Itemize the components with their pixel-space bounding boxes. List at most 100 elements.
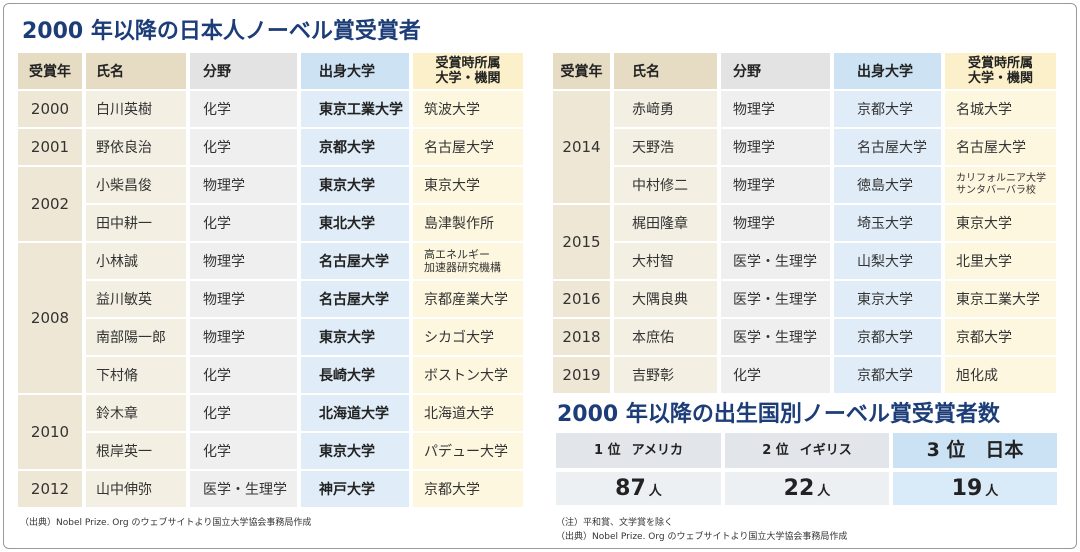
name-cell: 田中耕一 bbox=[86, 205, 186, 241]
header-field: 分野 bbox=[721, 53, 830, 89]
count-unit: 人 bbox=[817, 484, 831, 499]
affiliation-cell: 東京工業大学 bbox=[945, 281, 1056, 317]
field-cell: 物理学 bbox=[721, 91, 830, 127]
name-cell: 吉野彰 bbox=[614, 357, 717, 393]
field-cell: 医学・生理学 bbox=[721, 281, 830, 317]
name-cell: 益川敏英 bbox=[86, 281, 186, 317]
year-cell: 2001 bbox=[18, 129, 82, 165]
alma-mater-cell: 名古屋大学 bbox=[301, 281, 409, 317]
alma-mater-cell: 山梨大学 bbox=[834, 243, 941, 279]
affiliation-cell: ボストン大学 bbox=[413, 357, 523, 393]
name-cell: 大村智 bbox=[614, 243, 717, 279]
rank-number: 2 位 bbox=[762, 443, 789, 458]
field-cell: 医学・生理学 bbox=[721, 243, 830, 279]
name-cell: 大隅良典 bbox=[614, 281, 717, 317]
alma-mater-cell: 東京大学 bbox=[301, 433, 409, 469]
alma-mater-cell: 京都大学 bbox=[834, 319, 941, 355]
field-cell: 物理学 bbox=[190, 319, 297, 355]
laureates-table-right: 受賞年 氏名 分野 出身大学 受賞時所属 大学・機関 2014 赤﨑勇 物理学 … bbox=[553, 53, 1056, 393]
field-cell: 化学 bbox=[190, 357, 297, 393]
count-value: 87 bbox=[615, 476, 646, 501]
year-cell: 2012 bbox=[18, 471, 82, 507]
affiliation-cell: 東京大学 bbox=[945, 205, 1056, 241]
affiliation-cell: 京都大学 bbox=[413, 471, 523, 507]
field-cell: 化学 bbox=[190, 129, 297, 165]
year-cell: 2014 bbox=[553, 91, 610, 203]
field-cell: 化学 bbox=[721, 357, 830, 393]
rank-country: 日本 bbox=[985, 439, 1024, 461]
name-cell: 赤﨑勇 bbox=[614, 91, 717, 127]
affiliation-cell: 高エネルギー 加速器研究機構 bbox=[413, 243, 523, 279]
field-cell: 化学 bbox=[190, 205, 297, 241]
affiliation-cell: 旭化成 bbox=[945, 357, 1056, 393]
rank-number: 3 位 bbox=[926, 439, 966, 461]
header-name: 氏名 bbox=[86, 53, 186, 89]
laureates-table-left: 受賞年 氏名 分野 出身大学 受賞時所属 大学・機関 2000 白川英樹 化学 … bbox=[18, 53, 523, 507]
affiliation-cell: 北海道大学 bbox=[413, 395, 523, 431]
field-cell: 物理学 bbox=[721, 205, 830, 241]
year-cell: 2010 bbox=[18, 395, 82, 469]
alma-mater-cell: 名古屋大学 bbox=[301, 243, 409, 279]
name-cell: 鈴木章 bbox=[86, 395, 186, 431]
year-cell: 2000 bbox=[18, 91, 82, 127]
rank-count-2: 22 人 bbox=[725, 472, 889, 505]
name-cell: 小林誠 bbox=[86, 243, 186, 279]
name-cell: 白川英樹 bbox=[86, 91, 186, 127]
year-cell: 2015 bbox=[553, 205, 610, 279]
alma-mater-cell: 京都大学 bbox=[834, 357, 941, 393]
year-cell: 2016 bbox=[553, 281, 610, 317]
year-cell: 2002 bbox=[18, 167, 82, 241]
field-cell: 物理学 bbox=[190, 281, 297, 317]
rank-number: 1 位 bbox=[594, 443, 621, 458]
affiliation-cell: 名古屋大学 bbox=[413, 129, 523, 165]
affiliation-cell: 京都大学 bbox=[945, 319, 1056, 355]
affiliation-cell: 名城大学 bbox=[945, 91, 1056, 127]
alma-mater-cell: 京都大学 bbox=[301, 129, 409, 165]
year-cell: 2008 bbox=[18, 243, 82, 393]
field-cell: 物理学 bbox=[721, 167, 830, 203]
count-value: 19 bbox=[951, 476, 983, 501]
field-cell: 物理学 bbox=[721, 129, 830, 165]
name-cell: 本庶佑 bbox=[614, 319, 717, 355]
affiliation-cell: 京都産業大学 bbox=[413, 281, 523, 317]
field-cell: 物理学 bbox=[190, 243, 297, 279]
alma-mater-cell: 長崎大学 bbox=[301, 357, 409, 393]
alma-mater-cell: 京都大学 bbox=[834, 91, 941, 127]
field-cell: 化学 bbox=[190, 91, 297, 127]
header-year: 受賞年 bbox=[553, 53, 610, 89]
header-alma-mater: 出身大学 bbox=[301, 53, 409, 89]
name-cell: 小柴昌俊 bbox=[86, 167, 186, 203]
source-note-left: （出典）Nobel Prize. Org のウェブサイトより国立大学協会事務局作… bbox=[20, 518, 312, 528]
affiliation-cell: パデュー大学 bbox=[413, 433, 523, 469]
affiliation-cell: 東京大学 bbox=[413, 167, 523, 203]
field-cell: 化学 bbox=[190, 433, 297, 469]
alma-mater-cell: 東北大学 bbox=[301, 205, 409, 241]
affiliation-cell: 北里大学 bbox=[945, 243, 1056, 279]
alma-mater-cell: 北海道大学 bbox=[301, 395, 409, 431]
field-cell: 物理学 bbox=[190, 167, 297, 203]
page-title: 2000 年以降の日本人ノーベル賞受賞者 bbox=[22, 19, 421, 44]
name-cell: 南部陽一郎 bbox=[86, 319, 186, 355]
affiliation-cell: 島津製作所 bbox=[413, 205, 523, 241]
alma-mater-cell: 神戸大学 bbox=[301, 471, 409, 507]
year-cell: 2018 bbox=[553, 319, 610, 355]
count-unit: 人 bbox=[648, 484, 662, 499]
name-cell: 中村修二 bbox=[614, 167, 717, 203]
rank-count-1: 87 人 bbox=[556, 472, 721, 505]
name-cell: 梶田隆章 bbox=[614, 205, 717, 241]
count-unit: 人 bbox=[985, 484, 999, 499]
header-alma-mater: 出身大学 bbox=[834, 53, 941, 89]
rank-country: イギリス bbox=[799, 443, 852, 458]
source-note-right: （出典）Nobel Prize. Org のウェブサイトより国立大学協会事務局作… bbox=[556, 532, 848, 542]
alma-mater-cell: 名古屋大学 bbox=[834, 129, 941, 165]
rank-country: アメリカ bbox=[631, 443, 683, 458]
alma-mater-cell: 東京大学 bbox=[301, 167, 409, 203]
alma-mater-cell: 東京大学 bbox=[834, 281, 941, 317]
name-cell: 山中伸弥 bbox=[86, 471, 186, 507]
field-cell: 医学・生理学 bbox=[721, 319, 830, 355]
rank-label-2: 2 位イギリス bbox=[725, 433, 889, 468]
alma-mater-cell: 埼玉大学 bbox=[834, 205, 941, 241]
alma-mater-cell: 東京工業大学 bbox=[301, 91, 409, 127]
affiliation-cell: 筑波大学 bbox=[413, 91, 523, 127]
name-cell: 野依良治 bbox=[86, 129, 186, 165]
